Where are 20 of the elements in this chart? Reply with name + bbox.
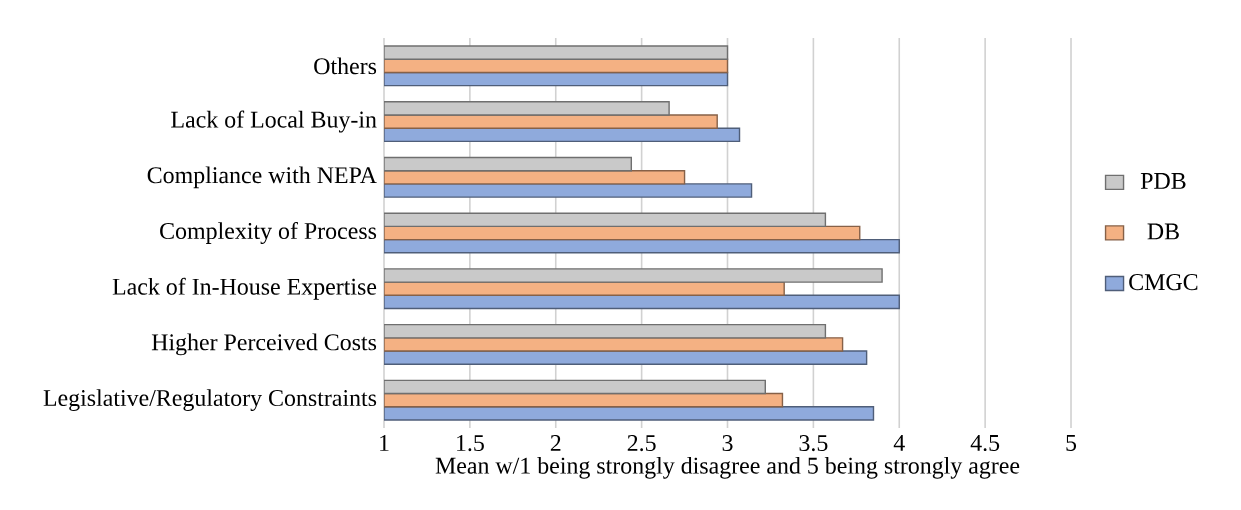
x-tick-label: 4 [893,435,905,451]
y-tick-label: Legislative/Regulatory Constraints [43,389,377,412]
y-tick-label: Lack of In-House Expertise [112,277,377,300]
x-tick-label: 3 [722,435,733,452]
x-tick-label: 4.5 [970,435,1000,452]
legend-label: DB [1147,223,1179,240]
x-tick-label: 2.5 [627,435,656,452]
x-tick-label: 1.5 [457,435,484,452]
x-tick-label: 3.5 [799,435,828,452]
y-tick-label: Lack of Local Buy-in [171,110,377,133]
x-tick-label: 2 [550,435,561,451]
legend-label: PDB [1140,173,1186,189]
x-tick-label: 1 [380,435,389,451]
y-tick-label: Compliance with NEPA [147,166,377,189]
x-tick-label: 5 [1066,435,1077,451]
legend-label: CMGC [1129,274,1198,291]
x-axis-title: Mean w/1 being strongly disagree and 5 being strongly agree [435,456,1020,479]
y-tick-label: Higher Perceived Costs [151,333,377,356]
y-tick-label: Complexity of Process [160,222,377,244]
y-tick-label: Others [314,57,377,75]
